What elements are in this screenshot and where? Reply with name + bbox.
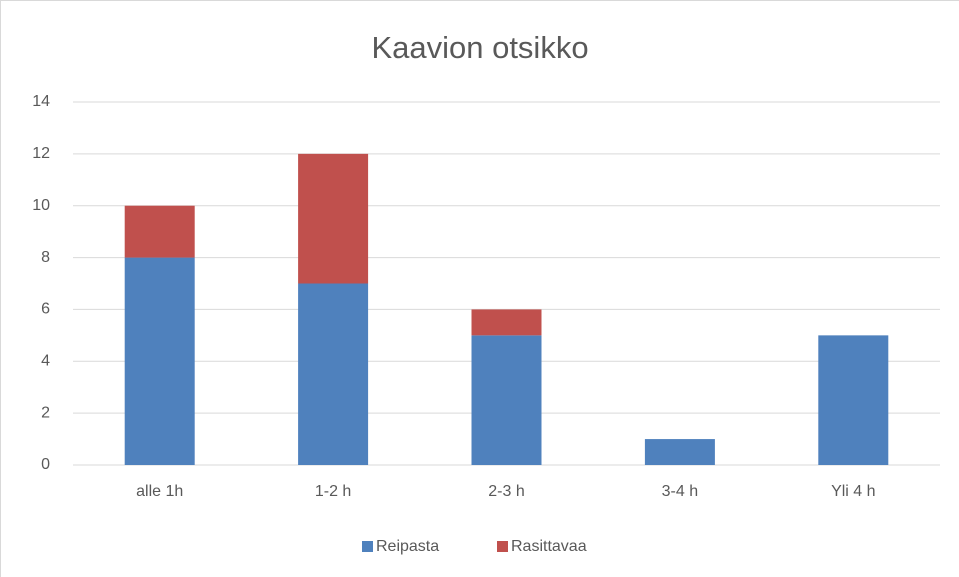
y-tick-label: 0 xyxy=(41,456,50,473)
x-tick-label: 3-4 h xyxy=(662,483,698,500)
bar-segment xyxy=(298,283,369,465)
x-tick-label: alle 1h xyxy=(136,483,183,500)
bar-segment xyxy=(644,439,715,465)
y-tick-label: 8 xyxy=(41,249,50,266)
x-tick-label: 2-3 h xyxy=(488,483,524,500)
legend-swatch xyxy=(362,541,373,552)
y-tick-label: 2 xyxy=(41,404,50,421)
bar-segment xyxy=(471,309,542,336)
legend-label: Rasittavaa xyxy=(511,538,587,555)
y-tick-label: 4 xyxy=(41,353,50,370)
y-tick-label: 10 xyxy=(32,197,50,214)
legend-label: Reipasta xyxy=(376,538,439,555)
x-tick-label: Yli 4 h xyxy=(831,483,875,500)
bar-segment xyxy=(124,205,195,258)
y-tick-label: 14 xyxy=(32,93,50,110)
y-tick-label: 12 xyxy=(32,145,50,162)
y-tick-label: 6 xyxy=(41,301,50,318)
legend-swatch xyxy=(497,541,508,552)
bar-segment xyxy=(471,335,542,465)
x-tick-label: 1-2 h xyxy=(315,483,351,500)
bar-segment xyxy=(818,335,889,465)
bar-segment xyxy=(124,257,195,465)
chart-title: Kaavion otsikko xyxy=(371,30,588,65)
bar-segment xyxy=(298,153,369,284)
